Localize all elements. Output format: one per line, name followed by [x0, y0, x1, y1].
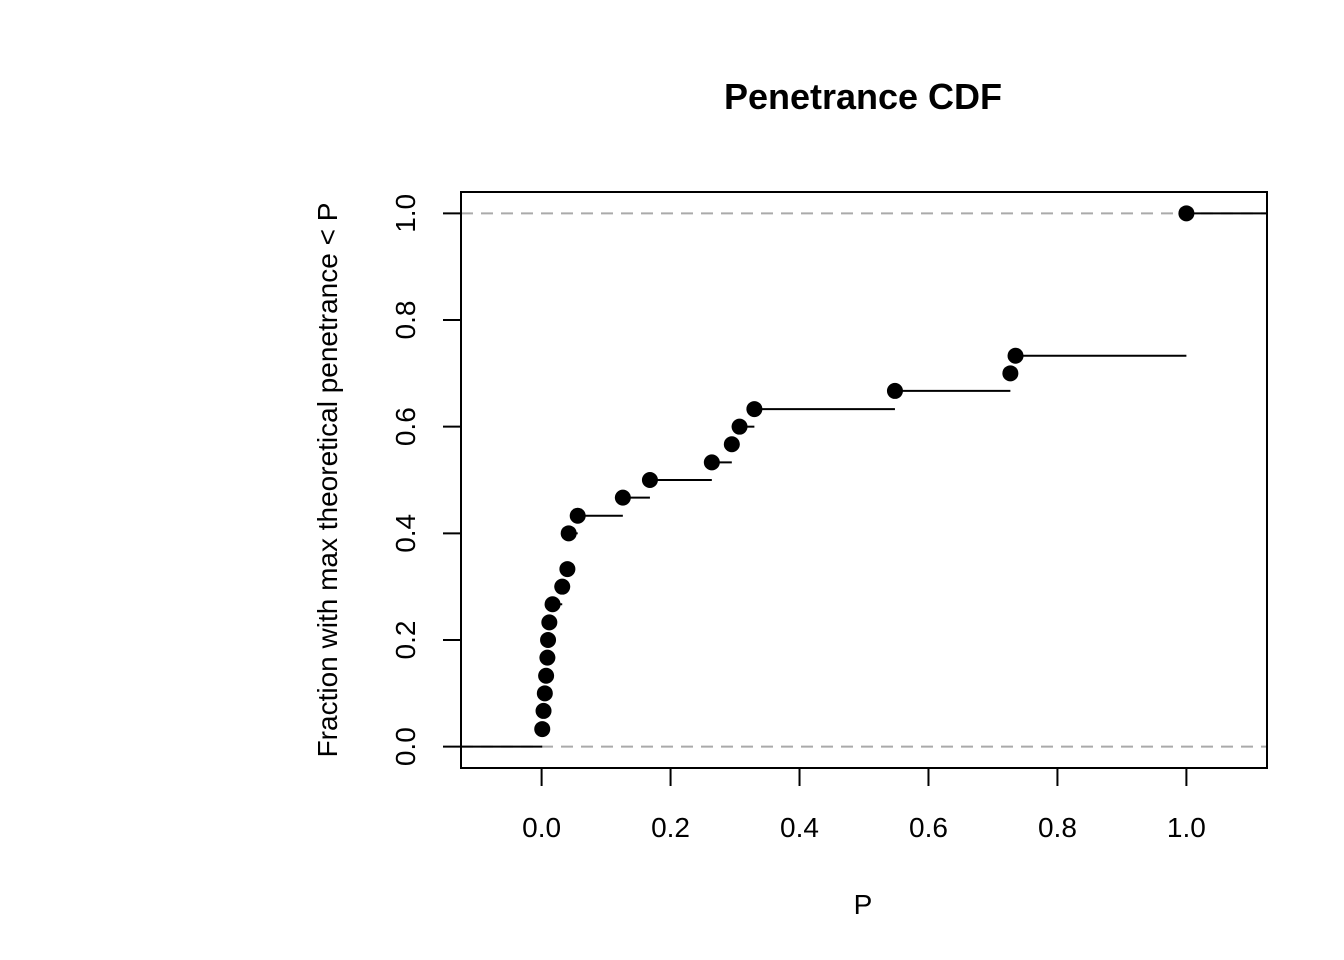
- y-tick-label: 1.0: [390, 194, 421, 233]
- data-point: [538, 667, 555, 684]
- data-point: [539, 649, 556, 666]
- x-axis-label: P: [854, 889, 873, 920]
- data-point: [541, 614, 558, 631]
- chart-title: Penetrance CDF: [724, 76, 1002, 117]
- data-point: [544, 596, 561, 613]
- y-tick-label: 0.6: [390, 407, 421, 446]
- data-point: [1007, 347, 1024, 364]
- data-point: [536, 685, 553, 702]
- y-tick-label: 0.0: [390, 727, 421, 766]
- data-point: [534, 721, 551, 738]
- data-point: [569, 507, 586, 524]
- data-point: [723, 436, 740, 453]
- data-point: [886, 382, 903, 399]
- y-tick-label: 0.8: [390, 301, 421, 340]
- x-tick-label: 1.0: [1167, 812, 1206, 843]
- plot-frame: [460, 191, 1268, 769]
- data-point: [641, 472, 658, 488]
- data-point: [746, 401, 763, 418]
- x-tick-label: 0.6: [909, 812, 948, 843]
- axes: 0.0 0.2 0.4 0.6 0.8 1.0 0.0 0.2 0.4 0.6 0.8 1.0: [390, 194, 1206, 843]
- step-segments: [461, 212, 1267, 748]
- data-point: [731, 418, 748, 435]
- data-points: [534, 205, 1195, 738]
- data-point: [560, 525, 577, 542]
- data-point: [703, 454, 720, 471]
- data-point: [559, 561, 576, 578]
- data-point: [1178, 205, 1195, 222]
- data-point: [554, 578, 571, 595]
- x-tick-label: 0.4: [780, 812, 819, 843]
- x-tick-label: 0.8: [1038, 812, 1077, 843]
- x-tick-label: 0.2: [651, 812, 690, 843]
- data-point: [614, 489, 631, 506]
- x-tick-label: 0.0: [522, 812, 561, 843]
- y-tick-label: 0.4: [390, 514, 421, 553]
- data-point: [535, 702, 552, 719]
- data-point: [1002, 365, 1019, 382]
- y-tick-label: 0.2: [390, 621, 421, 660]
- reference-lines: [461, 212, 1267, 748]
- data-point: [540, 632, 557, 648]
- y-axis-label: Fraction with max theoretical penetrance…: [312, 203, 343, 758]
